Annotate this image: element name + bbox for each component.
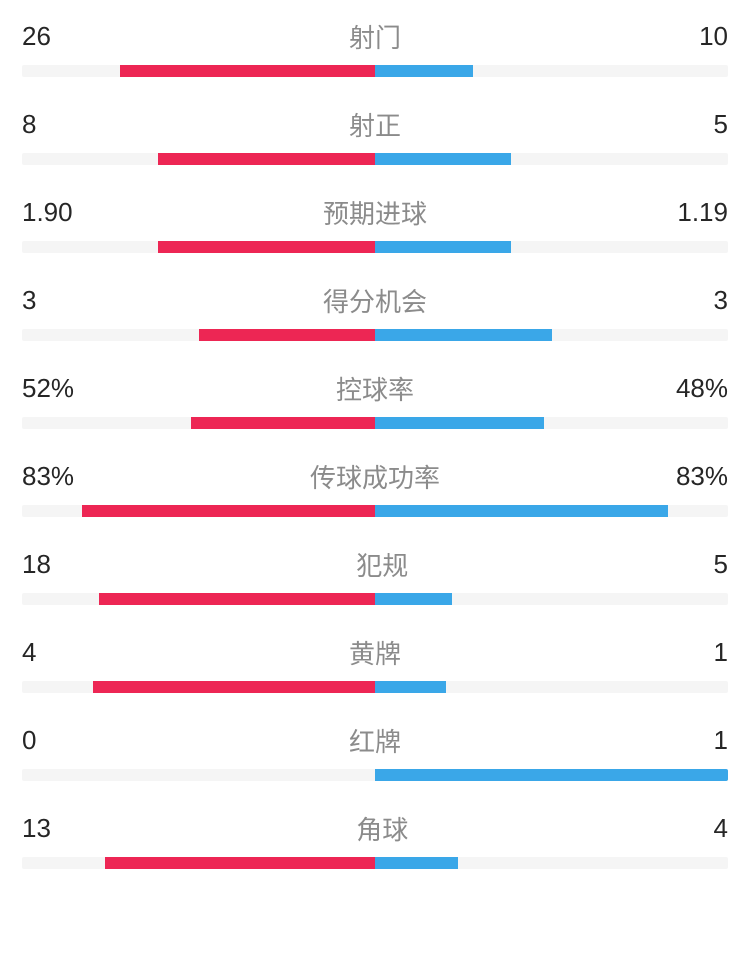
stat-right-value: 1.19	[677, 197, 728, 228]
stat-row: 1.90 预期进球 1.19	[22, 194, 728, 253]
stat-left-value: 26	[22, 21, 51, 52]
stat-label: 黄牌	[349, 634, 401, 671]
stat-bar-right	[375, 153, 511, 165]
stat-right-value: 48%	[676, 373, 728, 404]
stat-bar-track	[22, 65, 728, 77]
stat-bar-track	[22, 593, 728, 605]
stat-left-value: 52%	[22, 373, 74, 404]
stat-right-value: 5	[714, 549, 728, 580]
stat-bar-right	[375, 65, 473, 77]
stat-label: 红牌	[349, 722, 401, 759]
stat-row: 18 犯规 5	[22, 546, 728, 605]
stat-row: 13 角球 4	[22, 810, 728, 869]
stat-row: 83% 传球成功率 83%	[22, 458, 728, 517]
stat-right-value: 4	[714, 813, 728, 844]
stat-left-value: 1.90	[22, 197, 73, 228]
stat-values-row: 26 射门 10	[22, 18, 728, 55]
stat-bar-track	[22, 153, 728, 165]
stat-row: 52% 控球率 48%	[22, 370, 728, 429]
stat-values-row: 18 犯规 5	[22, 546, 728, 583]
stat-left-value: 13	[22, 813, 51, 844]
stat-label: 犯规	[356, 546, 408, 583]
stat-bar-track	[22, 857, 728, 869]
stat-left-value: 8	[22, 109, 36, 140]
stat-row: 0 红牌 1	[22, 722, 728, 781]
stat-label: 预期进球	[323, 194, 427, 231]
stat-bar-track	[22, 417, 728, 429]
stat-bar-right	[375, 681, 446, 693]
stat-label: 射正	[349, 106, 401, 143]
stat-values-row: 8 射正 5	[22, 106, 728, 143]
stat-values-row: 0 红牌 1	[22, 722, 728, 759]
stat-row: 8 射正 5	[22, 106, 728, 165]
stat-bar-left	[105, 857, 375, 869]
stat-bar-left	[82, 505, 375, 517]
stat-values-row: 3 得分机会 3	[22, 282, 728, 319]
stat-bar-left	[120, 65, 375, 77]
stat-bar-track	[22, 681, 728, 693]
stats-container: 26射门108射正51.90预期进球1.193得分机会352%控球率48%83%…	[0, 0, 750, 887]
stat-bar-left	[93, 681, 375, 693]
stat-bar-left	[99, 593, 375, 605]
stat-right-value: 3	[714, 285, 728, 316]
stat-right-value: 83%	[676, 461, 728, 492]
stat-left-value: 0	[22, 725, 36, 756]
stat-label: 传球成功率	[310, 458, 440, 495]
stat-bar-right	[375, 417, 544, 429]
stat-bar-track	[22, 241, 728, 253]
stat-bar-left	[158, 153, 375, 165]
stat-bar-right	[375, 505, 668, 517]
stat-right-value: 1	[714, 725, 728, 756]
stat-left-value: 4	[22, 637, 36, 668]
stat-values-row: 4 黄牌 1	[22, 634, 728, 671]
stat-row: 4 黄牌 1	[22, 634, 728, 693]
stat-bar-right	[375, 241, 511, 253]
stat-row: 26 射门 10	[22, 18, 728, 77]
stat-right-value: 1	[714, 637, 728, 668]
stat-right-value: 5	[714, 109, 728, 140]
stat-label: 角球	[356, 810, 408, 847]
stat-values-row: 1.90 预期进球 1.19	[22, 194, 728, 231]
stat-left-value: 18	[22, 549, 51, 580]
stat-bar-right	[375, 769, 728, 781]
stat-bar-track	[22, 769, 728, 781]
stat-bar-left	[158, 241, 375, 253]
stat-right-value: 10	[699, 21, 728, 52]
stat-left-value: 83%	[22, 461, 74, 492]
stat-bar-track	[22, 505, 728, 517]
stat-values-row: 52% 控球率 48%	[22, 370, 728, 407]
stat-label: 控球率	[336, 370, 414, 407]
stat-left-value: 3	[22, 285, 36, 316]
stat-bar-right	[375, 329, 552, 341]
stat-values-row: 83% 传球成功率 83%	[22, 458, 728, 495]
stat-bar-right	[375, 593, 452, 605]
stat-label: 得分机会	[323, 282, 427, 319]
stat-bar-track	[22, 329, 728, 341]
stat-bar-left	[191, 417, 375, 429]
stat-row: 3 得分机会 3	[22, 282, 728, 341]
stat-bar-left	[199, 329, 376, 341]
stat-values-row: 13 角球 4	[22, 810, 728, 847]
stat-label: 射门	[349, 18, 401, 55]
stat-bar-right	[375, 857, 458, 869]
